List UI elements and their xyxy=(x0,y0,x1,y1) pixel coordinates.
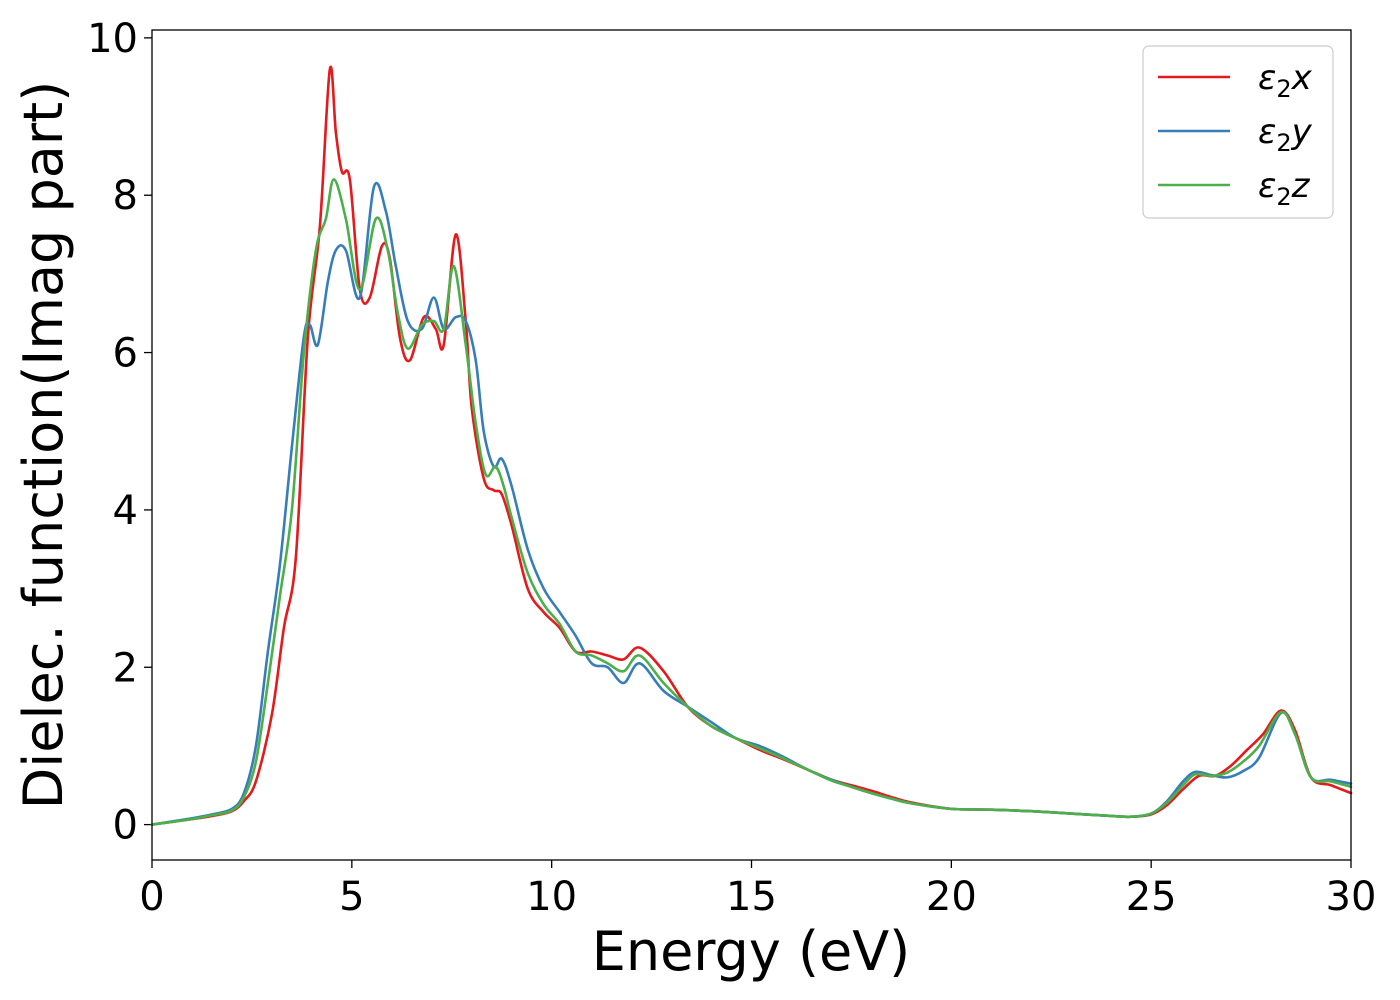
y-axis-label: Dielec. function(Imag part) xyxy=(12,81,75,810)
legend-suffix: z xyxy=(1291,166,1311,206)
y-tick-label: 4 xyxy=(113,488,138,534)
legend-entry-z: ε2z xyxy=(1258,166,1311,211)
y-tick-label: 8 xyxy=(113,173,138,219)
legend-entry-y: ε2y xyxy=(1258,112,1313,157)
x-tick-label: 15 xyxy=(726,874,777,920)
legend-base: ε xyxy=(1258,166,1276,206)
x-tick-label: 0 xyxy=(139,874,164,920)
legend-entry-x: ε2x xyxy=(1258,58,1313,103)
y-tick-label: 10 xyxy=(87,16,138,62)
legend-subscript: 2 xyxy=(1276,75,1291,103)
x-tick-label: 30 xyxy=(1326,874,1377,920)
legend-subscript: 2 xyxy=(1276,183,1291,211)
y-tick-label: 6 xyxy=(113,331,138,377)
legend-base: ε xyxy=(1258,58,1276,98)
x-axis: 0 5 10 15 20 25 30 xyxy=(139,860,1376,920)
x-tick-label: 25 xyxy=(1126,874,1177,920)
legend-suffix: y xyxy=(1291,112,1313,152)
x-tick-label: 20 xyxy=(926,874,977,920)
x-tick-label: 5 xyxy=(339,874,364,920)
series-lines xyxy=(150,65,1353,826)
legend-box xyxy=(1142,45,1334,219)
plot-frame xyxy=(151,29,1352,861)
legend-suffix: x xyxy=(1291,58,1313,98)
legend-subscript: 2 xyxy=(1276,129,1291,157)
x-tick-label: 10 xyxy=(526,874,577,920)
legend-base: ε xyxy=(1258,112,1276,152)
y-tick-label: 0 xyxy=(113,803,138,849)
series-line-z xyxy=(150,178,1353,826)
y-tick-label: 2 xyxy=(113,645,138,691)
x-axis-label: Energy (eV) xyxy=(592,920,911,983)
y-axis: 0 2 4 6 8 10 xyxy=(87,16,152,849)
